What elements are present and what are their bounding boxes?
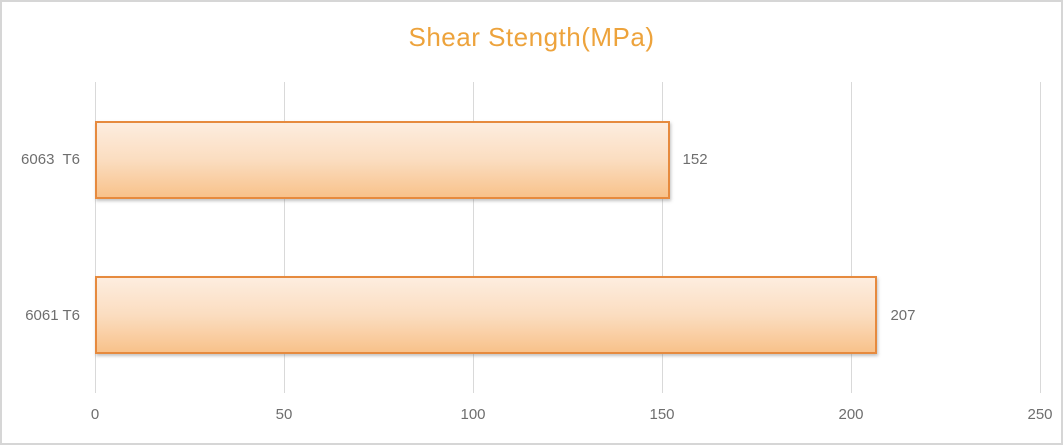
- chart-title: Shear Stength(MPa): [408, 22, 655, 52]
- gridline: [472, 82, 474, 393]
- category-label: 6063 T6: [21, 151, 80, 169]
- x-axis-tick-label: 0: [90, 406, 100, 423]
- gridline: [1039, 82, 1041, 393]
- plot-area: 152 207: [94, 82, 1041, 393]
- gridline: [850, 82, 852, 393]
- x-axis-tick-label: 250: [1027, 406, 1053, 423]
- x-axis: 0 50 100 150 200 250: [91, 406, 1053, 430]
- bar-row: 207: [95, 238, 1040, 394]
- bar-row: 152: [95, 82, 1040, 238]
- x-axis-tick-label: 100: [460, 406, 486, 423]
- gridline: [283, 82, 285, 393]
- x-axis-tick-label: 200: [838, 406, 864, 423]
- category-label: 6061 T6: [25, 306, 80, 324]
- x-axis-tick-label: 50: [275, 406, 293, 423]
- x-axis-tick-label: 150: [649, 406, 675, 423]
- data-bar: [95, 120, 670, 199]
- category-axis: 6063 T6 6061 T6: [2, 82, 80, 393]
- data-bar: [95, 276, 878, 355]
- data-label: 152: [682, 151, 708, 169]
- data-label: 207: [890, 306, 916, 324]
- gridline: [661, 82, 663, 393]
- bars-container: 152 207: [95, 82, 1040, 393]
- gridline: [94, 82, 96, 393]
